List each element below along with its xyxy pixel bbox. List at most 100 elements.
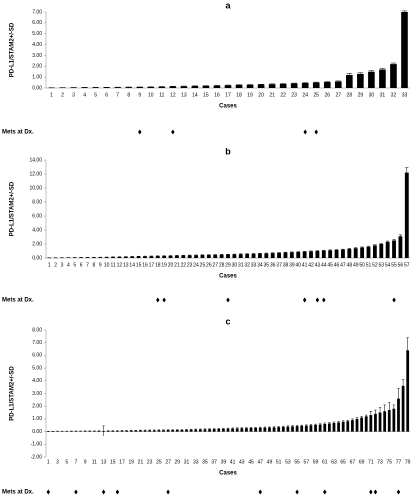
- bar: [290, 83, 298, 88]
- bar: [212, 429, 216, 432]
- y-tick-label: 2.00: [32, 404, 42, 410]
- bar: [91, 257, 96, 258]
- bar: [180, 86, 188, 88]
- bar: [334, 249, 339, 258]
- x-tick-label: 47: [257, 459, 263, 465]
- x-tick-label: 2: [61, 92, 64, 98]
- bar: [357, 73, 364, 88]
- bar: [198, 429, 202, 432]
- bar: [231, 428, 234, 432]
- x-tick-label: 22: [181, 262, 187, 268]
- mets-diamond: [156, 297, 160, 303]
- bar: [206, 254, 211, 258]
- x-tick-label: 73: [377, 459, 383, 465]
- bar: [258, 253, 262, 258]
- bar: [97, 430, 101, 432]
- mets-diamond: [162, 297, 166, 303]
- x-tick-label: 19: [128, 459, 134, 465]
- bar: [286, 426, 290, 432]
- x-tick-label: 14: [129, 262, 135, 268]
- x-tick-label: 4: [67, 262, 70, 268]
- bar: [302, 251, 307, 258]
- x-tick-label: 15: [110, 459, 116, 465]
- bar: [191, 86, 199, 88]
- bar: [268, 427, 271, 432]
- x-tick-label: 23: [291, 92, 297, 98]
- bar: [106, 430, 110, 432]
- bar: [226, 254, 230, 258]
- x-tick-label: 57: [404, 262, 410, 268]
- bar: [162, 255, 167, 258]
- bar: [379, 69, 386, 88]
- x-tick-label: 36: [270, 262, 276, 268]
- x-tick-label: 53: [285, 459, 291, 465]
- bar: [351, 420, 354, 432]
- bar: [92, 87, 99, 88]
- mets-diamond: [323, 489, 327, 495]
- x-tick-label: 24: [193, 262, 199, 268]
- bar: [116, 430, 119, 432]
- x-tick-label: 3: [56, 459, 59, 465]
- x-tick-label: 53: [378, 262, 384, 268]
- chart-title: a: [225, 0, 231, 10]
- mets-diamond: [138, 129, 142, 135]
- x-tick-label: 37: [276, 262, 282, 268]
- bar: [104, 257, 109, 258]
- x-tick-label: 6: [80, 262, 83, 268]
- bar: [406, 350, 410, 432]
- y-tick-label: 1.00: [32, 74, 42, 80]
- bar: [314, 424, 317, 432]
- x-tick-label: 45: [248, 459, 254, 465]
- bar: [202, 85, 210, 88]
- x-tick-label: 23: [187, 262, 193, 268]
- bar: [323, 423, 327, 432]
- y-tick-label: 10.00: [29, 185, 42, 191]
- bar: [272, 427, 276, 432]
- bar: [263, 427, 267, 432]
- bar: [181, 255, 186, 258]
- bar: [289, 252, 294, 258]
- x-tick-label: 38: [283, 262, 289, 268]
- x-tick-label: 75: [386, 459, 392, 465]
- mets-diamond: [369, 489, 373, 495]
- x-tick-label: 61: [322, 459, 328, 465]
- bar: [366, 246, 371, 258]
- x-tick-label: 9: [84, 459, 87, 465]
- bar: [111, 257, 115, 258]
- x-tick-label: 19: [247, 92, 253, 98]
- bar: [117, 256, 122, 258]
- x-tick-label: 35: [202, 459, 208, 465]
- x-tick-label: 25: [313, 92, 319, 98]
- bar: [213, 85, 221, 88]
- bar: [268, 84, 276, 88]
- bar: [189, 429, 193, 432]
- bar: [401, 385, 405, 432]
- bar: [309, 251, 313, 258]
- x-tick-label: 29: [175, 459, 181, 465]
- bar: [334, 81, 342, 88]
- bar: [360, 247, 365, 258]
- x-tick-label: 34: [257, 262, 263, 268]
- y-tick-label: 12.00: [29, 171, 42, 177]
- x-tick-label: 2: [54, 262, 57, 268]
- bar: [379, 244, 384, 258]
- x-tick-label: 55: [294, 459, 300, 465]
- x-tick-label: 44: [321, 262, 327, 268]
- bar: [318, 424, 322, 432]
- bar: [81, 87, 88, 88]
- x-tick-label: 17: [119, 459, 125, 465]
- bar: [157, 430, 161, 432]
- x-tick-label: 29: [225, 262, 231, 268]
- x-tick-label: 32: [244, 262, 250, 268]
- y-tick-label: 3.00: [32, 391, 42, 397]
- x-tick-label: 29: [358, 92, 364, 98]
- x-tick-label: 43: [239, 459, 245, 465]
- y-tick-label: 4.00: [32, 42, 42, 48]
- y-tick-label: 1.00: [32, 416, 42, 422]
- chart-title: b: [225, 146, 231, 156]
- bar: [155, 256, 160, 258]
- y-tick-label: 7.00: [32, 340, 42, 346]
- x-tick-label: 48: [347, 262, 353, 268]
- x-tick-label: 15: [136, 262, 142, 268]
